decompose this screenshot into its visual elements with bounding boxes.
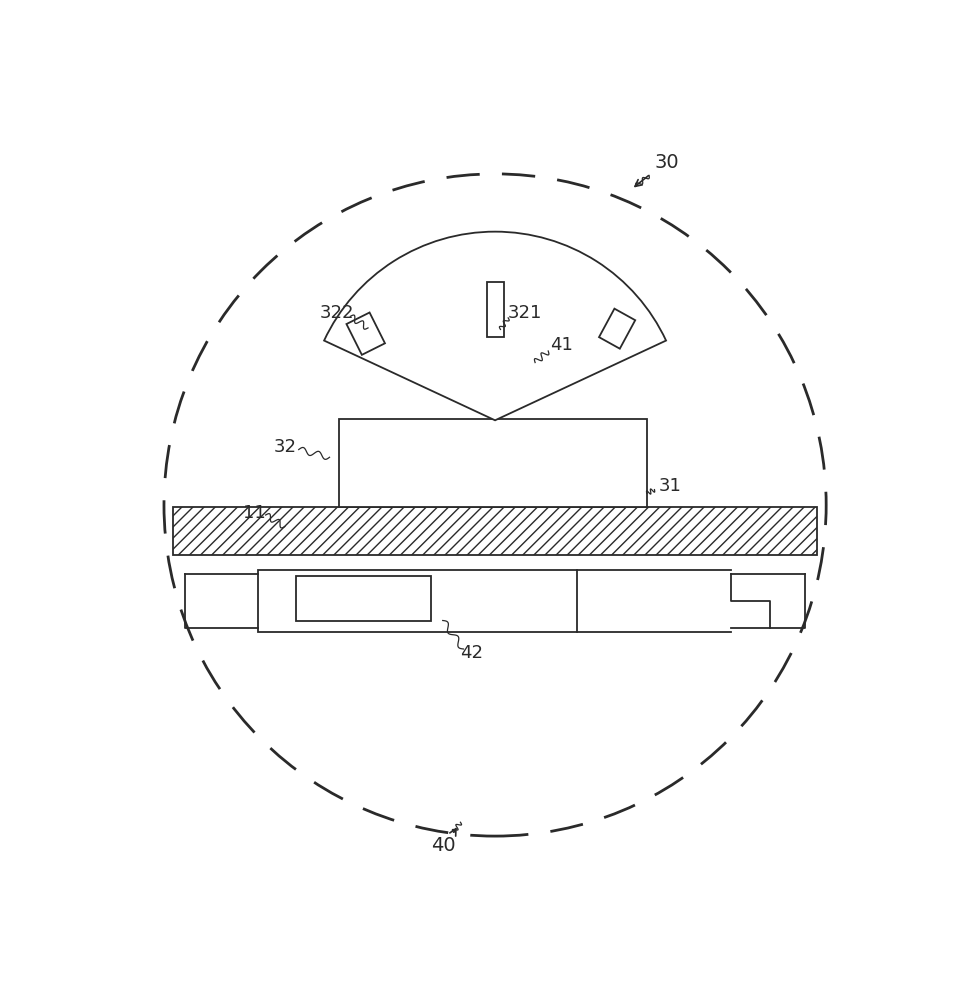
Text: 32: 32 [273, 438, 297, 456]
Bar [258, 570, 578, 632]
Polygon shape [599, 309, 636, 349]
Text: 31: 31 [658, 477, 681, 495]
Text: 41: 41 [551, 336, 574, 354]
Bar [487, 282, 503, 337]
Bar [339, 419, 647, 507]
Wedge shape [325, 232, 666, 420]
Text: 40: 40 [431, 836, 456, 855]
Text: 11: 11 [242, 504, 266, 522]
Text: 321: 321 [508, 304, 543, 322]
Text: 42: 42 [461, 644, 483, 662]
Polygon shape [347, 312, 385, 355]
Text: 30: 30 [655, 153, 679, 172]
Bar [173, 507, 817, 555]
Bar [297, 576, 431, 620]
Text: 322: 322 [320, 304, 354, 322]
